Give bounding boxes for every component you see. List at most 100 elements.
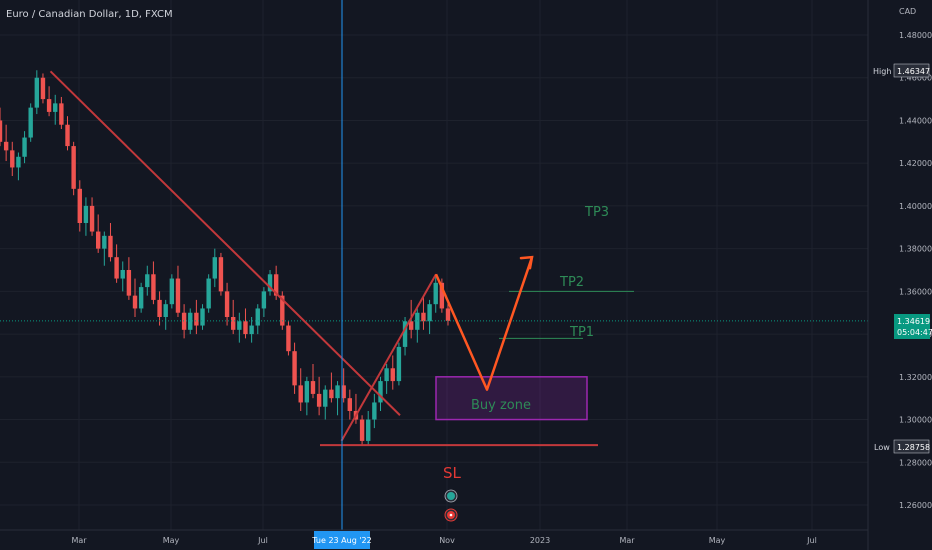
candle[interactable] — [384, 364, 389, 394]
candle-body[interactable] — [445, 308, 451, 321]
candle-body[interactable] — [231, 317, 236, 330]
candle[interactable] — [120, 261, 125, 292]
candle[interactable] — [194, 299, 199, 335]
candle[interactable] — [237, 312, 242, 343]
candle-body[interactable] — [427, 304, 432, 322]
candle[interactable] — [372, 393, 377, 429]
candles[interactable] — [0, 70, 451, 447]
candle[interactable] — [132, 278, 138, 317]
event-dot-icon[interactable] — [444, 489, 458, 503]
candle[interactable] — [71, 141, 76, 196]
candle-body[interactable] — [286, 325, 291, 352]
candle-body[interactable] — [249, 325, 254, 335]
candle[interactable] — [16, 152, 21, 181]
candle[interactable] — [341, 368, 346, 403]
candle-body[interactable] — [169, 278, 175, 305]
candle[interactable] — [34, 70, 40, 115]
candle[interactable] — [329, 372, 334, 403]
candle-body[interactable] — [132, 295, 138, 309]
candle[interactable] — [175, 265, 181, 317]
candle[interactable] — [292, 342, 297, 394]
candle[interactable] — [249, 317, 254, 343]
candle-body[interactable] — [46, 99, 52, 112]
candle[interactable] — [347, 389, 353, 420]
candle-body[interactable] — [292, 351, 297, 386]
candle[interactable] — [212, 248, 217, 288]
candle[interactable] — [421, 295, 426, 330]
candle[interactable] — [114, 244, 119, 283]
candle[interactable] — [310, 364, 316, 399]
candle[interactable] — [316, 376, 322, 416]
tp2-label[interactable]: TP2 — [559, 275, 584, 290]
candle-body[interactable] — [212, 257, 217, 279]
candle[interactable] — [102, 231, 107, 266]
candle[interactable] — [59, 96, 64, 129]
candle[interactable] — [439, 278, 445, 313]
candle-body[interactable] — [255, 308, 260, 326]
candle[interactable] — [402, 317, 408, 356]
candle[interactable] — [138, 282, 144, 313]
candle-body[interactable] — [433, 282, 438, 305]
candle-body[interactable] — [310, 381, 316, 394]
candle-body[interactable] — [181, 312, 187, 330]
candle[interactable] — [157, 291, 162, 326]
candle-body[interactable] — [273, 274, 279, 296]
candle-body[interactable] — [439, 282, 445, 309]
candle[interactable] — [22, 131, 27, 164]
candle-body[interactable] — [280, 295, 285, 326]
buy-zone-label[interactable]: Buy zone — [471, 398, 531, 413]
candle[interactable] — [286, 321, 291, 356]
candle[interactable] — [298, 368, 303, 411]
candle-body[interactable] — [402, 321, 408, 347]
candle[interactable] — [10, 141, 15, 176]
candle[interactable] — [169, 274, 175, 309]
candle-body[interactable] — [372, 402, 377, 420]
uptrend-line[interactable] — [340, 273, 437, 442]
candle[interactable] — [366, 411, 371, 446]
candle-body[interactable] — [298, 385, 303, 403]
candle-body[interactable] — [120, 270, 125, 279]
candle[interactable] — [108, 223, 113, 262]
candle-body[interactable] — [396, 346, 402, 382]
candle[interactable] — [95, 214, 101, 253]
candle-body[interactable] — [188, 312, 193, 330]
candle[interactable] — [28, 103, 33, 142]
candle-body[interactable] — [40, 77, 46, 100]
candle-body[interactable] — [77, 188, 82, 223]
candle[interactable] — [40, 73, 46, 104]
candle[interactable] — [255, 304, 260, 335]
candle-body[interactable] — [175, 278, 181, 313]
candle-body[interactable] — [329, 389, 334, 399]
candle[interactable] — [218, 252, 224, 296]
candle-body[interactable] — [261, 291, 267, 309]
candle-body[interactable] — [83, 205, 89, 223]
candle-body[interactable] — [59, 103, 64, 125]
candle-body[interactable] — [65, 124, 70, 147]
candle[interactable] — [77, 180, 82, 232]
candle-body[interactable] — [10, 150, 15, 168]
candle-body[interactable] — [108, 235, 113, 258]
candle[interactable] — [126, 257, 132, 300]
candle[interactable] — [53, 94, 58, 125]
candle[interactable] — [267, 270, 273, 296]
candle-body[interactable] — [384, 368, 389, 382]
candle-body[interactable] — [200, 308, 205, 326]
candle-body[interactable] — [316, 393, 322, 407]
candle-body[interactable] — [28, 107, 33, 138]
candle-body[interactable] — [53, 103, 58, 112]
candle[interactable] — [206, 274, 211, 313]
candle-body[interactable] — [366, 419, 371, 441]
candle-body[interactable] — [163, 304, 168, 317]
candle-body[interactable] — [34, 77, 40, 108]
candle[interactable] — [181, 304, 187, 339]
candle[interactable] — [65, 116, 70, 151]
candle-body[interactable] — [359, 419, 365, 441]
candle-body[interactable] — [206, 278, 211, 309]
candle[interactable] — [335, 381, 340, 416]
candle-body[interactable] — [304, 381, 310, 403]
candle[interactable] — [396, 342, 402, 386]
candle-body[interactable] — [390, 368, 395, 382]
time-axis[interactable]: Mar May Jul Nov 2023 Mar May Jul — [71, 536, 816, 545]
